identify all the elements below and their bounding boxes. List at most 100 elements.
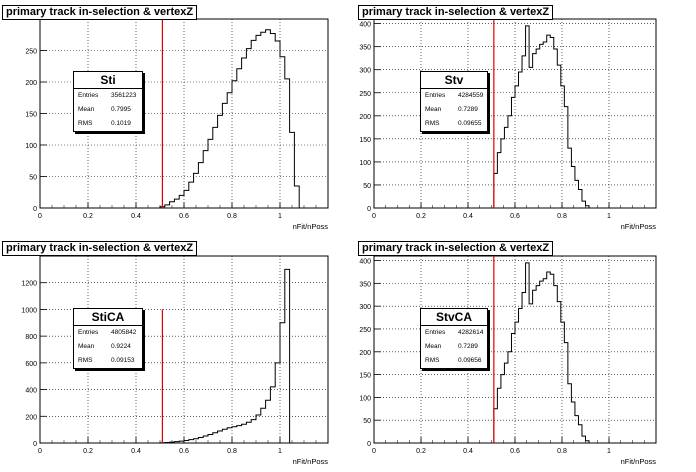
chart-title: primary track in-selection & vertexZ bbox=[2, 5, 198, 20]
histogram-bin bbox=[237, 426, 242, 443]
histogram-bin bbox=[232, 427, 237, 443]
y-tick-label: 150 bbox=[25, 112, 37, 119]
histogram-bin bbox=[242, 58, 247, 208]
x-axis-label: nFit/nPoss bbox=[621, 457, 657, 466]
histogram-bin bbox=[280, 323, 285, 443]
y-tick-label: 0 bbox=[33, 441, 37, 448]
stats-mean: Mean 0.7289 bbox=[421, 103, 487, 117]
histogram-bin bbox=[582, 201, 586, 208]
histogram-bin bbox=[511, 334, 515, 443]
y-tick-label: 200 bbox=[25, 414, 37, 421]
x-tick-label: 0.6 bbox=[510, 213, 520, 220]
stats-mean-value: 0.7289 bbox=[458, 343, 478, 350]
x-tick-label: 0.2 bbox=[416, 448, 426, 455]
histogram-bin bbox=[275, 363, 280, 443]
histogram-bin bbox=[285, 79, 290, 208]
stats-rms-label: RMS bbox=[425, 120, 440, 127]
histogram-bin bbox=[227, 428, 232, 443]
histogram-bin bbox=[184, 440, 189, 443]
y-tick-label: 0 bbox=[33, 206, 37, 213]
stats-rms-label: RMS bbox=[78, 357, 93, 364]
stats-entries: Entries 4805842 bbox=[74, 326, 142, 340]
chart-title: primary track in-selection & vertexZ bbox=[358, 5, 554, 20]
histogram-bin bbox=[174, 442, 179, 443]
histogram-bin bbox=[547, 35, 551, 208]
chart-title: primary track in-selection & vertexZ bbox=[2, 241, 198, 256]
histogram-bin bbox=[261, 408, 266, 443]
y-tick-label: 350 bbox=[359, 45, 371, 52]
stats-mean-label: Mean bbox=[78, 343, 95, 350]
y-tick-label: 150 bbox=[359, 137, 371, 144]
stats-mean-value: 0.9224 bbox=[111, 343, 131, 350]
histogram-bin bbox=[198, 438, 203, 443]
histogram-bin bbox=[251, 40, 256, 208]
histogram-bin bbox=[515, 86, 519, 208]
y-tick-label: 150 bbox=[359, 373, 371, 380]
histogram-bin bbox=[189, 440, 194, 443]
histogram-bin bbox=[256, 415, 261, 443]
stats-rms-label: RMS bbox=[78, 120, 93, 127]
histogram-bin bbox=[189, 182, 194, 208]
histogram-bin bbox=[203, 151, 208, 208]
x-tick-label: 0 bbox=[372, 213, 376, 220]
stats-mean-value: 0.7995 bbox=[111, 106, 131, 113]
y-tick-label: 400 bbox=[359, 22, 371, 29]
x-tick-label: 0.2 bbox=[416, 213, 426, 220]
x-tick-label: 0.2 bbox=[83, 213, 93, 220]
x-tick-label: 0.8 bbox=[557, 448, 567, 455]
x-tick-label: 0.8 bbox=[227, 448, 237, 455]
stats-rms-value: 0.09153 bbox=[111, 357, 135, 364]
stats-entries-value: 4282614 bbox=[458, 329, 484, 336]
histogram-series bbox=[159, 29, 300, 208]
stats-rms-value: 0.1019 bbox=[111, 120, 131, 127]
histogram-bin bbox=[504, 363, 508, 443]
histogram-bin bbox=[246, 422, 251, 443]
histogram-bin bbox=[557, 302, 561, 443]
stats-entries-label: Entries bbox=[425, 329, 446, 336]
y-tick-label: 100 bbox=[25, 143, 37, 150]
y-tick-label: 400 bbox=[359, 259, 371, 266]
histogram-bin bbox=[547, 272, 551, 443]
histogram-bin bbox=[557, 65, 561, 208]
histogram-bin bbox=[285, 269, 290, 443]
histogram-bin bbox=[540, 44, 544, 208]
stats-entries-value: 3561223 bbox=[111, 92, 137, 99]
histogram-bin bbox=[571, 167, 575, 208]
stats-mean-label: Mean bbox=[78, 106, 95, 113]
y-tick-label: 250 bbox=[359, 91, 371, 98]
x-tick-label: 0.4 bbox=[463, 448, 473, 455]
x-axis-label: nFit/nPoss bbox=[621, 222, 657, 231]
histogram-bin bbox=[504, 127, 508, 208]
y-tick-label: 200 bbox=[25, 80, 37, 87]
x-tick-label: 0 bbox=[38, 448, 42, 455]
stats-rms: RMS 0.09655 bbox=[421, 117, 487, 131]
histogram-bin bbox=[170, 442, 175, 443]
histogram-bin bbox=[501, 139, 505, 208]
histogram-bin bbox=[536, 49, 540, 208]
histogram-bin bbox=[508, 116, 512, 208]
y-tick-label: 600 bbox=[25, 361, 37, 368]
x-axis-label: nFit/nPoss bbox=[293, 457, 329, 466]
histogram-bin bbox=[564, 107, 568, 208]
histogram-bin bbox=[213, 127, 218, 208]
stats-entries: Entries 4284559 bbox=[421, 89, 487, 103]
histogram-bin bbox=[246, 49, 251, 208]
stats-rms-label: RMS bbox=[425, 357, 440, 364]
x-tick-label: 0.6 bbox=[179, 213, 189, 220]
stats-mean: Mean 0.7995 bbox=[74, 103, 142, 117]
x-tick-label: 0 bbox=[372, 448, 376, 455]
y-tick-label: 800 bbox=[25, 334, 37, 341]
histogram-bin bbox=[170, 202, 175, 208]
histogram-bin bbox=[578, 425, 582, 443]
y-tick-label: 50 bbox=[363, 183, 371, 190]
stats-mean-value: 0.7289 bbox=[458, 106, 478, 113]
histogram-bin bbox=[198, 163, 203, 208]
histogram-bin bbox=[497, 388, 501, 443]
stats-entries-label: Entries bbox=[78, 329, 99, 336]
stats-mean-label: Mean bbox=[425, 343, 442, 350]
stats-box: Sti Entries 3561223 Mean 0.7995 RMS 0.1019 bbox=[73, 71, 143, 132]
y-tick-label: 400 bbox=[25, 388, 37, 395]
y-tick-label: 350 bbox=[359, 281, 371, 288]
x-tick-label: 0.8 bbox=[557, 213, 567, 220]
